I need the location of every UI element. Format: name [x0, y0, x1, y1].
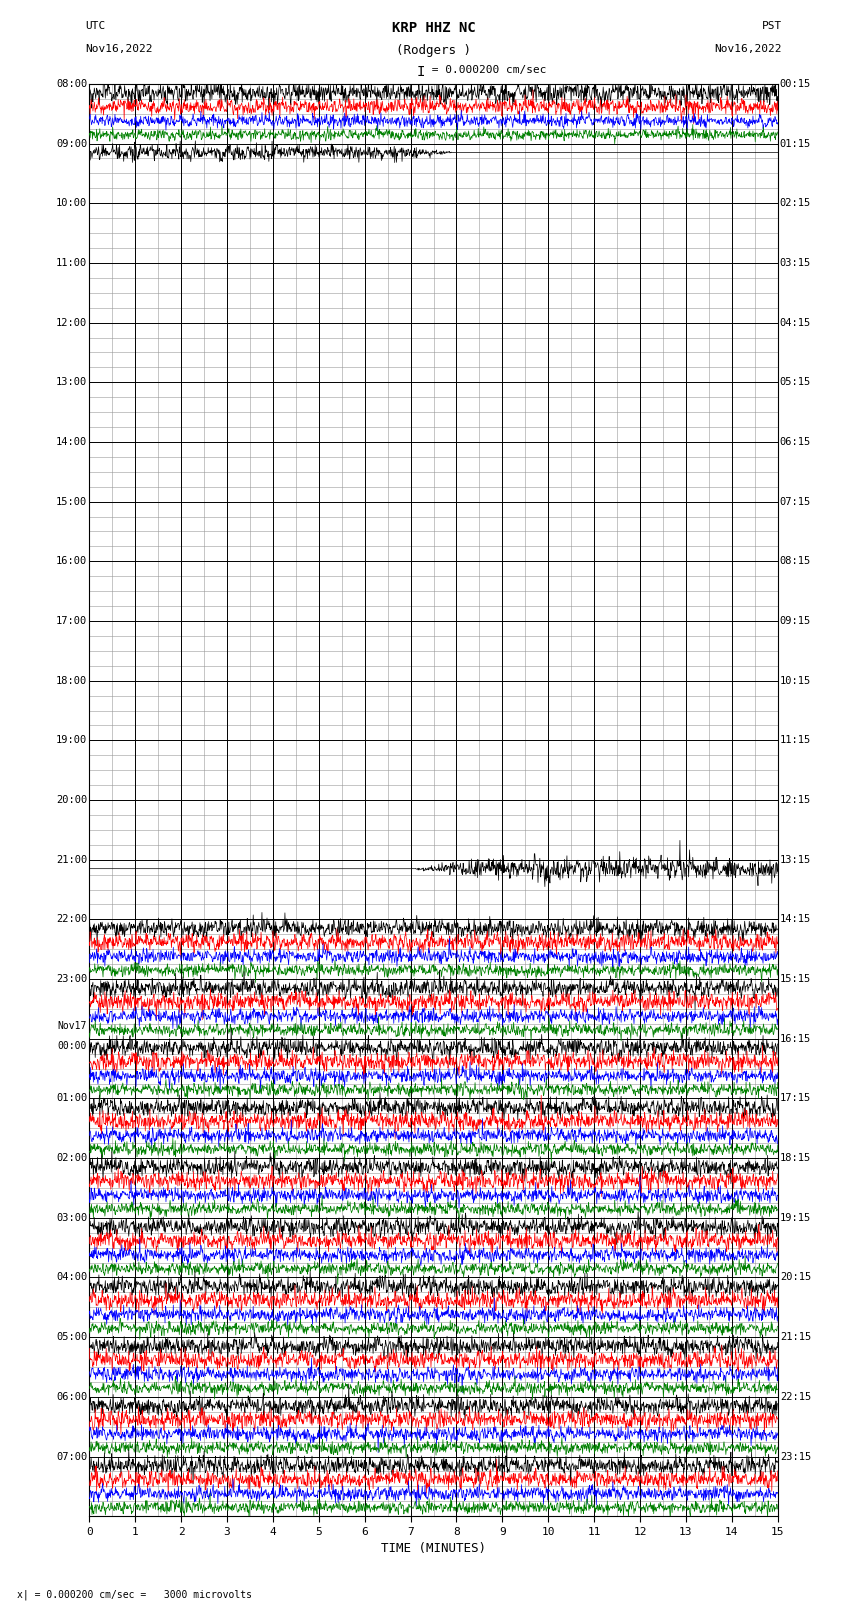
Text: 06:00: 06:00 [56, 1392, 88, 1402]
Text: 12:15: 12:15 [779, 795, 811, 805]
Text: 14:15: 14:15 [779, 915, 811, 924]
X-axis label: TIME (MINUTES): TIME (MINUTES) [381, 1542, 486, 1555]
Text: 02:00: 02:00 [56, 1153, 88, 1163]
Text: 02:15: 02:15 [779, 198, 811, 208]
Text: 19:15: 19:15 [779, 1213, 811, 1223]
Text: PST: PST [762, 21, 782, 31]
Text: 00:00: 00:00 [58, 1040, 88, 1052]
Text: 01:15: 01:15 [779, 139, 811, 148]
Text: 18:15: 18:15 [779, 1153, 811, 1163]
Text: = 0.000200 cm/sec: = 0.000200 cm/sec [425, 66, 547, 76]
Text: 17:15: 17:15 [779, 1094, 811, 1103]
Text: 21:00: 21:00 [56, 855, 88, 865]
Text: 05:00: 05:00 [56, 1332, 88, 1342]
Text: 15:15: 15:15 [779, 974, 811, 984]
Text: 18:00: 18:00 [56, 676, 88, 686]
Text: x| = 0.000200 cm/sec =   3000 microvolts: x| = 0.000200 cm/sec = 3000 microvolts [17, 1589, 252, 1600]
Text: 11:00: 11:00 [56, 258, 88, 268]
Text: 09:00: 09:00 [56, 139, 88, 148]
Text: 04:15: 04:15 [779, 318, 811, 327]
Text: 22:00: 22:00 [56, 915, 88, 924]
Text: 14:00: 14:00 [56, 437, 88, 447]
Text: 01:00: 01:00 [56, 1094, 88, 1103]
Text: 10:00: 10:00 [56, 198, 88, 208]
Text: 16:15: 16:15 [779, 1034, 811, 1044]
Text: 13:00: 13:00 [56, 377, 88, 387]
Text: 23:15: 23:15 [779, 1452, 811, 1461]
Text: 05:15: 05:15 [779, 377, 811, 387]
Text: 03:15: 03:15 [779, 258, 811, 268]
Text: 09:15: 09:15 [779, 616, 811, 626]
Text: 08:00: 08:00 [56, 79, 88, 89]
Text: 23:00: 23:00 [56, 974, 88, 984]
Text: KRP HHZ NC: KRP HHZ NC [392, 21, 475, 35]
Text: 15:00: 15:00 [56, 497, 88, 506]
Text: Nov17: Nov17 [58, 1021, 88, 1031]
Text: 11:15: 11:15 [779, 736, 811, 745]
Text: 03:00: 03:00 [56, 1213, 88, 1223]
Text: 04:00: 04:00 [56, 1273, 88, 1282]
Text: 17:00: 17:00 [56, 616, 88, 626]
Text: I: I [416, 66, 425, 79]
Text: 10:15: 10:15 [779, 676, 811, 686]
Text: 16:00: 16:00 [56, 556, 88, 566]
Text: 00:15: 00:15 [779, 79, 811, 89]
Text: 13:15: 13:15 [779, 855, 811, 865]
Text: 12:00: 12:00 [56, 318, 88, 327]
Text: 08:15: 08:15 [779, 556, 811, 566]
Text: 06:15: 06:15 [779, 437, 811, 447]
Text: 07:00: 07:00 [56, 1452, 88, 1461]
Text: 22:15: 22:15 [779, 1392, 811, 1402]
Text: 07:15: 07:15 [779, 497, 811, 506]
Text: 20:15: 20:15 [779, 1273, 811, 1282]
Text: 19:00: 19:00 [56, 736, 88, 745]
Text: (Rodgers ): (Rodgers ) [396, 44, 471, 56]
Text: 20:00: 20:00 [56, 795, 88, 805]
Text: Nov16,2022: Nov16,2022 [85, 44, 152, 53]
Text: 21:15: 21:15 [779, 1332, 811, 1342]
Text: UTC: UTC [85, 21, 105, 31]
Text: Nov16,2022: Nov16,2022 [715, 44, 782, 53]
